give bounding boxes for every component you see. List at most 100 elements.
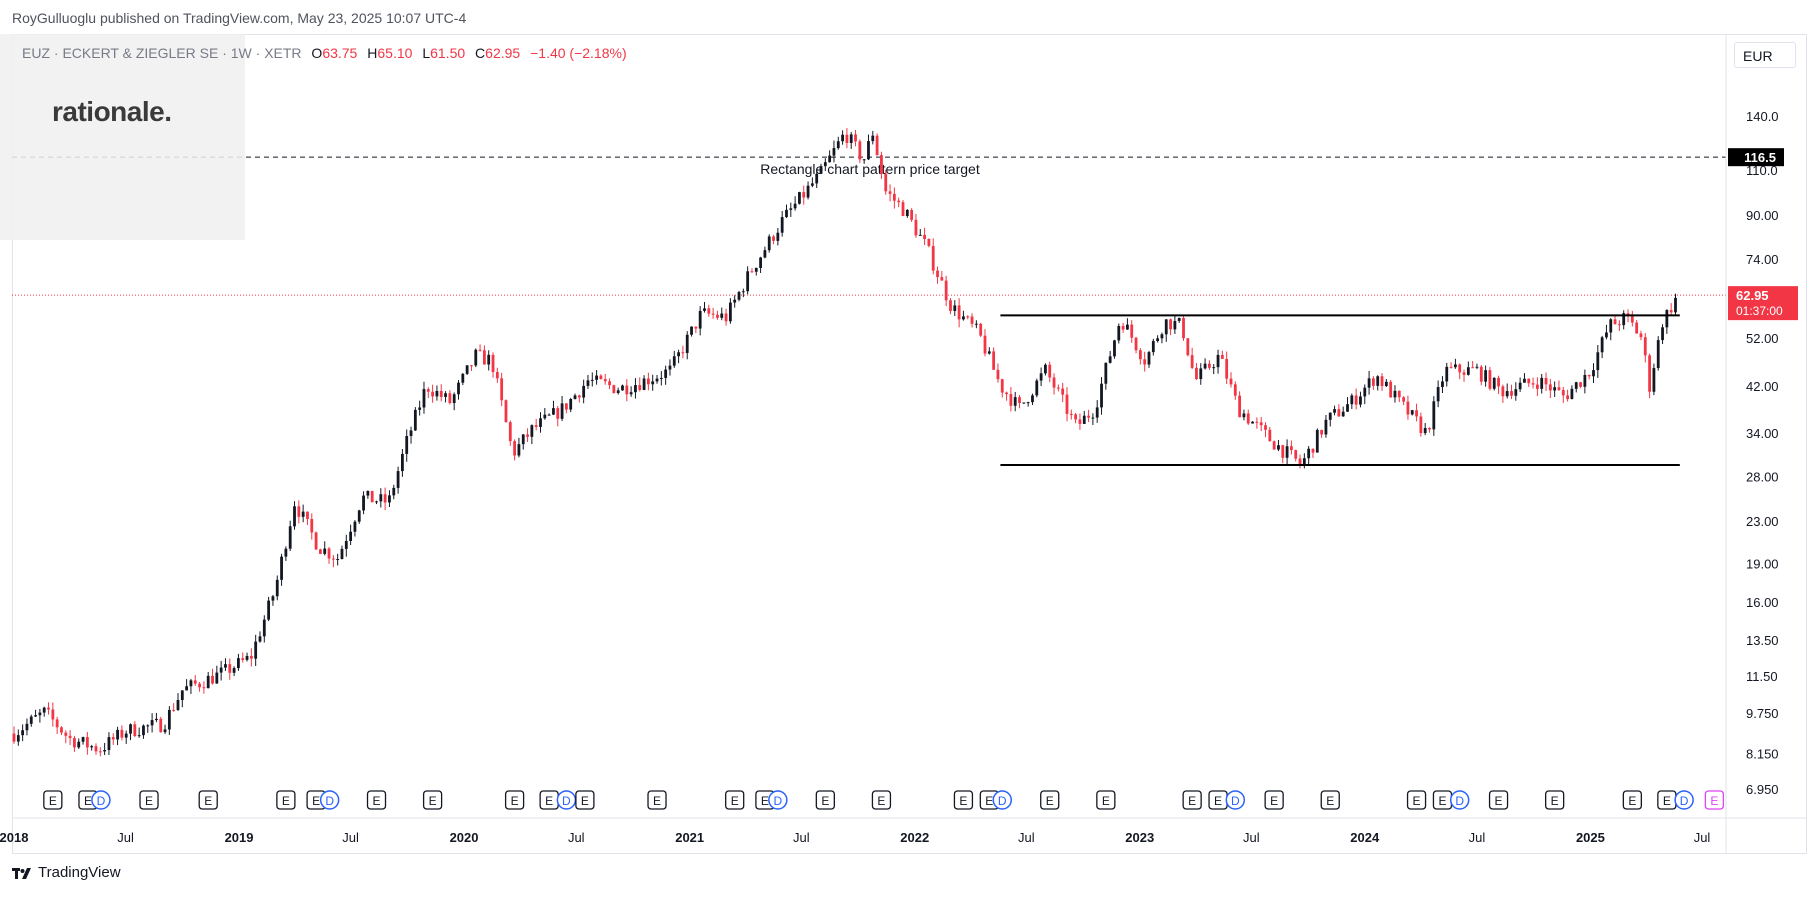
candle-body	[556, 408, 560, 419]
candle-body	[1622, 313, 1626, 326]
earnings-event-icon[interactable]	[1182, 790, 1202, 810]
candle-body	[124, 733, 128, 738]
earnings-event-icon[interactable]	[1704, 790, 1724, 810]
candle-body	[599, 375, 603, 380]
time-tick-label: Jul	[342, 830, 359, 845]
candle-body	[487, 354, 491, 365]
price-tick-label: 110.0	[1746, 163, 1778, 178]
earnings-event-icon[interactable]	[504, 790, 525, 810]
dividend-event-label: D	[1455, 794, 1464, 808]
candle-body	[120, 729, 124, 738]
candle-body	[478, 349, 482, 351]
earnings-event-label: E	[1326, 794, 1334, 808]
candle-body	[789, 208, 793, 210]
earnings-event-icon[interactable]	[871, 790, 892, 810]
earnings-event-icon[interactable]	[1488, 790, 1509, 810]
symbol-legend: EUZ · ECKERT & ZIEGLER SE · 1W · XETR O6…	[22, 45, 627, 61]
candle-body	[1540, 377, 1544, 389]
candle-body	[219, 667, 223, 673]
earnings-event-icon[interactable]	[953, 790, 974, 810]
candle-body	[409, 430, 413, 437]
candle-body	[1264, 425, 1267, 430]
tradingview-footer[interactable]: TradingView	[12, 864, 121, 881]
candle-body	[1229, 378, 1233, 385]
candle-body	[802, 192, 806, 198]
dividend-event-label: D	[325, 794, 334, 808]
candle-body	[1639, 333, 1643, 338]
dividend-event-icon[interactable]	[1674, 790, 1694, 810]
earnings-event-icon[interactable]	[1096, 790, 1116, 810]
candle-body	[280, 556, 283, 580]
candle-body	[1609, 319, 1613, 333]
earnings-event-label: E	[282, 794, 290, 808]
candle-body	[1527, 378, 1531, 384]
candle-body	[254, 641, 258, 659]
earnings-event-icon[interactable]	[1040, 790, 1060, 810]
candle-body	[1130, 324, 1134, 338]
earnings-event-icon[interactable]	[575, 790, 595, 810]
tradingview-logo-icon	[12, 866, 32, 880]
earnings-event-label: E	[511, 794, 519, 808]
price-tick-label: 9.750	[1746, 706, 1779, 721]
candle-body	[1290, 446, 1293, 451]
candle-body	[107, 737, 111, 750]
earnings-event-icon[interactable]	[1320, 790, 1340, 810]
candle-body	[267, 600, 271, 620]
earnings-event-icon[interactable]	[1406, 790, 1427, 810]
earnings-event-icon[interactable]	[647, 790, 667, 810]
time-tick-label: 2019	[225, 830, 254, 845]
candle-body	[310, 518, 314, 533]
earnings-event-label: E	[312, 794, 320, 808]
earnings-event-label: E	[1188, 794, 1196, 808]
earnings-event-icon[interactable]	[366, 790, 387, 810]
earnings-event-icon[interactable]	[43, 790, 63, 810]
dividend-event-icon[interactable]	[1449, 790, 1470, 810]
earnings-event-label: E	[145, 794, 153, 808]
candle-body	[1177, 318, 1181, 321]
candle-body	[1031, 395, 1034, 403]
earnings-event-icon[interactable]	[198, 790, 218, 810]
candle-body	[1531, 383, 1535, 385]
price-tick-label: 52.00	[1746, 331, 1779, 346]
earnings-event-icon[interactable]	[815, 790, 835, 810]
candle-body	[759, 257, 762, 268]
candle-body	[1328, 412, 1332, 420]
candle-body	[569, 399, 573, 410]
candle-body	[68, 735, 72, 738]
candle-body	[448, 393, 452, 404]
earnings-event-label: E	[372, 794, 380, 808]
candle-body	[1000, 379, 1004, 393]
candle-body	[754, 267, 758, 272]
candle-body	[211, 675, 214, 684]
dividend-event-icon[interactable]	[91, 790, 111, 810]
candle-body	[1121, 325, 1125, 330]
earnings-event-icon[interactable]	[1622, 790, 1642, 810]
candle-body	[29, 716, 33, 724]
earnings-event-icon[interactable]	[276, 790, 296, 810]
candle-body	[1259, 422, 1263, 426]
dividend-event-label: D	[562, 794, 571, 808]
earnings-event-icon[interactable]	[1545, 790, 1565, 810]
candle-body	[167, 709, 171, 730]
dividend-event-icon[interactable]	[319, 790, 340, 810]
dividend-event-icon[interactable]	[992, 790, 1013, 810]
earnings-event-icon[interactable]	[422, 790, 443, 810]
dividend-event-icon[interactable]	[768, 790, 788, 810]
candle-body	[16, 735, 20, 742]
candle-body	[1648, 355, 1651, 392]
earnings-event-icon[interactable]	[139, 790, 159, 810]
watermark-panel	[0, 34, 245, 240]
earnings-event-icon[interactable]	[1264, 790, 1284, 810]
currency-selector[interactable]: EUR	[1734, 42, 1796, 68]
candle-body	[1069, 413, 1073, 415]
candle-body	[150, 720, 154, 726]
earnings-event-label: E	[653, 794, 661, 808]
candle-body	[1600, 337, 1604, 353]
candle-body	[405, 436, 409, 454]
earnings-event-icon[interactable]	[725, 790, 745, 810]
candle-body	[1488, 370, 1492, 389]
dividend-event-icon[interactable]	[1225, 790, 1246, 810]
candle-body	[42, 707, 46, 713]
candle-body	[491, 354, 495, 373]
